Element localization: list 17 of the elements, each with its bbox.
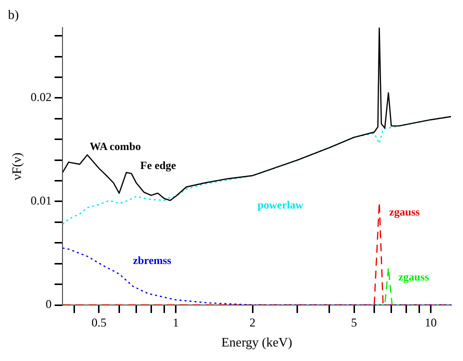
y-tick-label: 0.02 (30, 90, 52, 104)
chart-title: b) (8, 7, 19, 22)
series-label: zgauss (398, 272, 430, 284)
x-axis-title: Energy (keV) (221, 334, 292, 350)
x-tick-label: 1 (172, 315, 179, 330)
series-label: zgauss (389, 206, 421, 218)
text: powerlaw (258, 199, 304, 212)
annotation: WA combo (90, 140, 142, 153)
x-tick-label: 5 (351, 315, 358, 330)
series-label: zbremss (133, 255, 172, 268)
x-tick-label: 2 (250, 315, 256, 330)
x-tick-label: 0.5 (91, 315, 106, 330)
y-tick-label: 0 (46, 297, 52, 312)
y-axis-title: νF(ν) (9, 152, 24, 180)
annotation: Fe edge (140, 160, 176, 172)
x-tick-label: 10 (424, 315, 437, 330)
y-tick-label: 0.01 (30, 194, 52, 208)
